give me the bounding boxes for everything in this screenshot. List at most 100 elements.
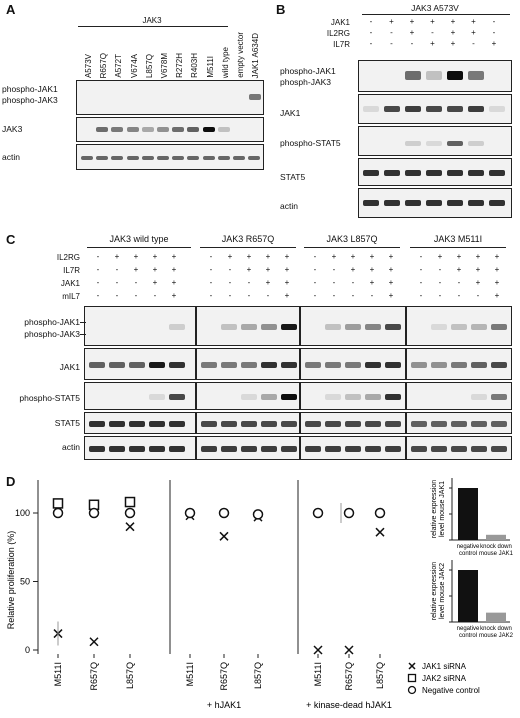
band: [471, 324, 487, 330]
blot-pstat5: [406, 382, 512, 410]
inset-category: mouse JAK1: [479, 551, 514, 557]
band: [221, 362, 237, 368]
band: [431, 421, 447, 427]
band: [471, 446, 487, 452]
band: [169, 324, 185, 330]
lane-label-text: V678M: [160, 52, 169, 78]
lane-label: R272H: [175, 30, 187, 78]
condition-sign: -: [419, 278, 423, 287]
panel-a-blot-jak3: [76, 117, 264, 142]
point-negative-control: [52, 507, 64, 519]
band: [126, 127, 139, 132]
band: [261, 394, 277, 400]
condition-sign: -: [228, 291, 232, 300]
band: [305, 421, 321, 427]
condition-sign: -: [390, 28, 393, 37]
band: [447, 200, 463, 206]
condition-sign: +: [450, 39, 456, 48]
band: [345, 324, 361, 330]
panel-c-label-actin: actin: [62, 442, 80, 452]
condition-sign: +: [284, 265, 290, 274]
lane-label-text: M511I: [205, 56, 215, 78]
band: [325, 394, 341, 400]
condition-sign: +: [152, 278, 158, 287]
band: [385, 324, 401, 330]
lane-label-text: R272H: [175, 53, 185, 78]
lane-label-text: L857Q: [144, 53, 154, 78]
inset-bar: [486, 612, 506, 622]
condition-sign: -: [228, 278, 232, 287]
condition-sign: -: [476, 291, 480, 300]
panel-c-label-pjak1: phospho-JAK1: [24, 317, 80, 327]
band: [111, 127, 124, 132]
band: [426, 170, 442, 176]
point-jak1-sirna: [219, 531, 229, 541]
inset-bar: [486, 534, 506, 540]
band: [491, 324, 507, 330]
band: [491, 421, 507, 427]
band: [261, 362, 277, 368]
band: [491, 394, 507, 400]
band: [172, 127, 185, 132]
panel-b-blot-stat5: [358, 158, 512, 186]
x-tick-label: L857Q: [253, 662, 263, 689]
band: [141, 156, 154, 160]
condition-sign: -: [313, 252, 317, 261]
band: [468, 106, 484, 112]
condition-sign: -: [457, 291, 461, 300]
panel-b-group-title: JAK3 A573V: [411, 3, 459, 13]
band: [149, 446, 165, 452]
panel-a-group-line: [78, 26, 228, 27]
blot-jak1: [196, 348, 300, 380]
group-title: JAK3 wild type: [109, 234, 169, 244]
condition-sign: -: [438, 265, 442, 274]
band: [241, 394, 257, 400]
condition-sign: -: [419, 252, 423, 261]
band: [411, 421, 427, 427]
band: [363, 106, 379, 112]
band: [221, 446, 237, 452]
band: [241, 362, 257, 368]
condition-sign: -: [313, 291, 317, 300]
band: [169, 421, 185, 427]
inset-ylabel: relative expression: [431, 480, 438, 538]
blot-actin: [406, 436, 512, 460]
band: [411, 362, 427, 368]
x-tick-label: R657Q: [219, 662, 229, 691]
group-line: [410, 247, 506, 248]
band: [431, 362, 447, 368]
blot-phospho: [300, 306, 406, 346]
panel-b-letter: B: [276, 2, 286, 17]
condition-sign: +: [369, 265, 375, 274]
band: [384, 170, 400, 176]
condition-sign: +: [284, 291, 290, 300]
condition-sign: -: [492, 28, 496, 37]
point-negative-control: [218, 507, 230, 519]
condition-sign: +: [152, 252, 158, 261]
panel-b-label-pstat5: phospho-STAT5: [280, 138, 341, 148]
band: [365, 446, 381, 452]
inset-category: negative: [457, 626, 480, 632]
condition-sign: +: [246, 265, 252, 274]
condition-sign: -: [96, 252, 100, 261]
condition-sign: +: [430, 39, 435, 48]
band: [363, 170, 379, 176]
panel-c-label-pstat5: phospho-STAT5: [19, 393, 80, 403]
band: [96, 127, 109, 132]
condition-sign: -: [457, 278, 461, 287]
condition-sign: -: [419, 291, 423, 300]
panel-b-label-pjak3: phosph-JAK3: [280, 77, 332, 87]
lane-label-text: wild type: [220, 46, 230, 78]
inset-ylabel: level mouse JAK1: [439, 481, 446, 537]
y-tick-label: 0: [25, 645, 30, 655]
lane-label: wild type: [221, 30, 233, 78]
condition-sign: -: [96, 265, 100, 274]
band: [491, 362, 507, 368]
band: [385, 446, 401, 452]
panel-b-label-jak1: JAK1: [280, 108, 301, 118]
panel-c-label-jak1: JAK1: [59, 362, 80, 372]
panel-a-label-pjak3: phospho-JAK3: [2, 95, 58, 105]
panel-b-group-line: [362, 14, 510, 15]
inset-category: knock down: [480, 626, 512, 632]
condition-sign: -: [134, 291, 138, 300]
